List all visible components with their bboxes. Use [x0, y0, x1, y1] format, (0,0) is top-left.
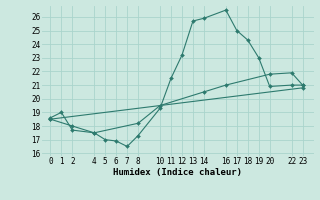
X-axis label: Humidex (Indice chaleur): Humidex (Indice chaleur)	[113, 168, 242, 177]
